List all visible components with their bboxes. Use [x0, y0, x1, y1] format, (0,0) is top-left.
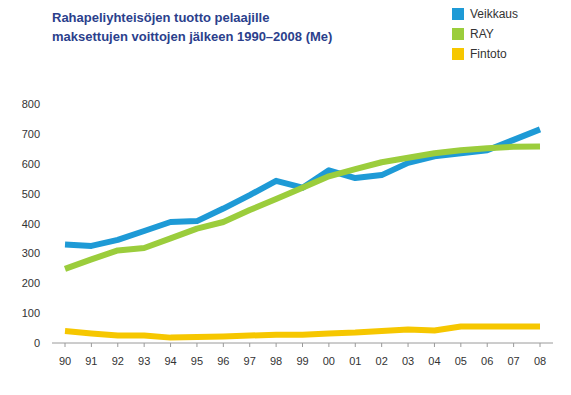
- x-tick-label: 97: [244, 355, 256, 367]
- y-tick-label: 300: [22, 247, 40, 259]
- background: [0, 0, 571, 395]
- x-tick-label: 90: [59, 355, 71, 367]
- y-tick-label: 500: [22, 188, 40, 200]
- legend-swatch: [452, 8, 464, 20]
- x-tick-label: 08: [534, 355, 546, 367]
- y-tick-label: 800: [22, 98, 40, 110]
- legend-label: Veikkaus: [470, 7, 518, 21]
- x-tick: [487, 343, 488, 347]
- x-tick-label: 94: [164, 355, 176, 367]
- series-line: [65, 146, 540, 268]
- x-tick-label: 91: [85, 355, 97, 367]
- x-tick: [540, 343, 541, 347]
- y-tick-label: 400: [22, 218, 40, 230]
- x-tick: [434, 343, 435, 347]
- x-tick-label: 95: [191, 355, 203, 367]
- x-tick: [513, 343, 514, 347]
- y-tick-label: 200: [22, 277, 40, 289]
- plot-area: [65, 129, 540, 337]
- x-tick: [65, 343, 66, 347]
- x-tick-label: 05: [455, 355, 467, 367]
- x-tick-label: 92: [112, 355, 124, 367]
- x-tick: [170, 343, 171, 347]
- x-tick: [408, 343, 409, 347]
- legend-swatch: [452, 28, 464, 40]
- x-tick: [355, 343, 356, 347]
- x-tick-label: 04: [428, 355, 440, 367]
- y-tick-label: 700: [22, 128, 40, 140]
- x-tick: [196, 343, 197, 347]
- x-tick-label: 02: [376, 355, 388, 367]
- x-tick-label: 96: [217, 355, 229, 367]
- y-tick-label: 0: [34, 337, 40, 349]
- x-tick: [302, 343, 303, 347]
- x-tick: [381, 343, 382, 347]
- x-tick-label: 93: [138, 355, 150, 367]
- series-line: [65, 327, 540, 338]
- legend-swatch: [452, 48, 464, 60]
- x-tick: [117, 343, 118, 347]
- y-tick-label: 600: [22, 158, 40, 170]
- x-tick-label: 03: [402, 355, 414, 367]
- x-tick-label: 01: [349, 355, 361, 367]
- x-tick: [91, 343, 92, 347]
- legend-label: Fintoto: [470, 47, 507, 61]
- x-tick-label: 00: [323, 355, 335, 367]
- x-tick-label: 98: [270, 355, 282, 367]
- x-tick: [249, 343, 250, 347]
- x-tick-label: 99: [296, 355, 308, 367]
- chart-root: Rahapeliyhteisöjen tuotto pelaajillemaks…: [0, 0, 571, 395]
- y-tick-label: 100: [22, 307, 40, 319]
- x-tick-label: 07: [507, 355, 519, 367]
- x-tick: [328, 343, 329, 347]
- x-tick: [144, 343, 145, 347]
- chart-svg: Rahapeliyhteisöjen tuotto pelaajillemaks…: [0, 0, 571, 395]
- x-tick: [460, 343, 461, 347]
- legend-label: RAY: [470, 27, 494, 41]
- x-tick: [276, 343, 277, 347]
- x-tick: [223, 343, 224, 347]
- x-tick-label: 06: [481, 355, 493, 367]
- title: Rahapeliyhteisöjen tuotto pelaajillemaks…: [52, 10, 332, 44]
